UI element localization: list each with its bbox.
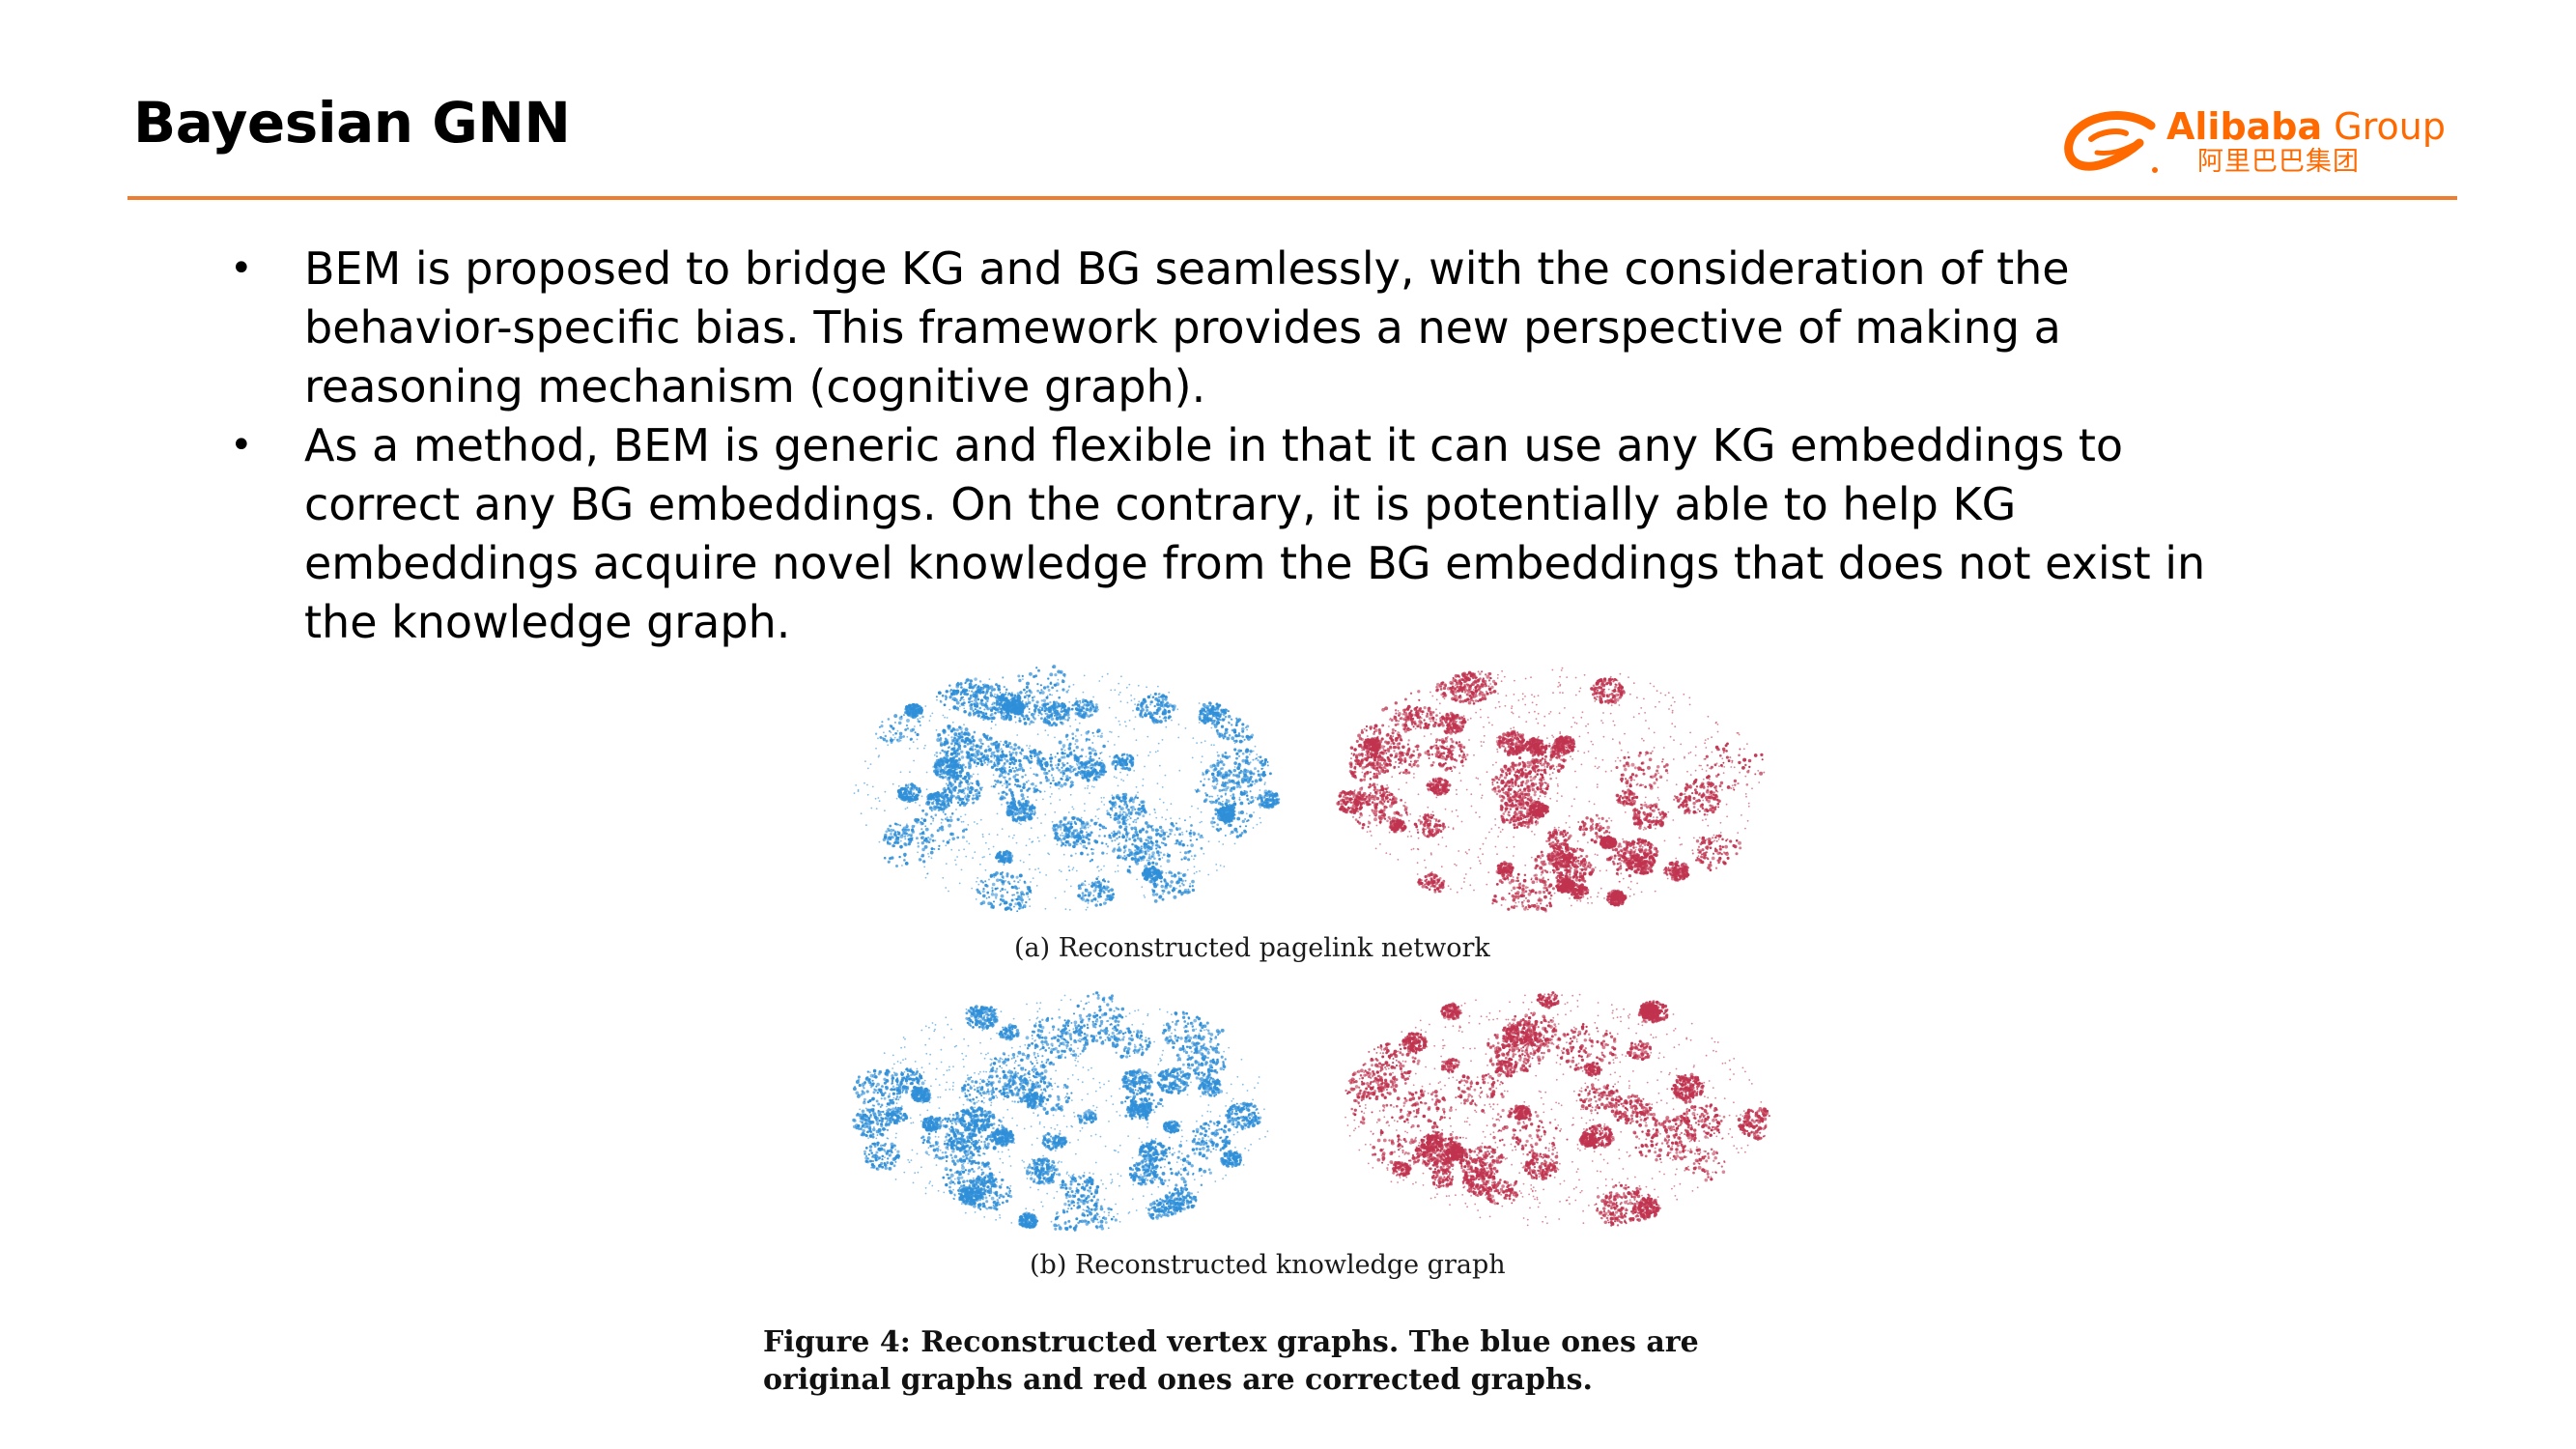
bullet-line: BEM is proposed to bridge KG and BG seam… (304, 240, 2413, 298)
logo-brand-bold: Alibaba (2166, 105, 2322, 148)
figure-caption-line: Figure 4: Reconstructed vertex graphs. T… (763, 1323, 1854, 1361)
bullet-line: behavior-specific bias. This framework p… (304, 298, 2413, 357)
bullet-list: • BEM is proposed to bridge KG and BG se… (230, 240, 2413, 652)
bullet-marker: • (230, 240, 253, 298)
bullet-line: the knowledge graph. (304, 593, 2413, 652)
title-divider (127, 196, 2457, 200)
bullet-line: As a method, BEM is generic and flexible… (304, 416, 2413, 475)
figure-reconstructed-graphs: (a) Reconstructed pagelink network (b) R… (763, 657, 1854, 1410)
bullet-item: • BEM is proposed to bridge KG and BG se… (230, 240, 2413, 416)
slide-title: Bayesian GNN (133, 95, 571, 151)
bullet-line: reasoning mechanism (cognitive graph). (304, 357, 2413, 416)
logo-brand-light: Group (2334, 105, 2446, 148)
bullet-marker: • (230, 416, 253, 475)
bullet-line: correct any BG embeddings. On the contra… (304, 475, 2413, 534)
figure-caption-line: original graphs and red ones are correct… (763, 1361, 1854, 1399)
panel-a-original-graph-plot (853, 665, 1281, 913)
panel-a-corrected-graph-plot (1336, 667, 1766, 913)
bullet-item: • As a method, BEM is generic and flexib… (230, 416, 2413, 652)
panel-b-corrected-graph-plot (1345, 991, 1770, 1227)
alibaba-group-logo: Alibaba Group 阿里巴巴集团 (2062, 104, 2468, 184)
bullet-line: embeddings acquire novel knowledge from … (304, 534, 2413, 593)
panel-b-original-graph-plot (852, 991, 1269, 1232)
logo-wordmark: Alibaba Group (2166, 108, 2446, 145)
figure-caption: Figure 4: Reconstructed vertex graphs. T… (763, 1323, 1854, 1399)
subcaption-b: (b) Reconstructed knowledge graph (1030, 1252, 1506, 1278)
logo-chinese-name: 阿里巴巴集团 (2197, 149, 2360, 175)
subcaption-a: (a) Reconstructed pagelink network (1014, 935, 1490, 961)
alibaba-smile-icon (2064, 111, 2158, 173)
